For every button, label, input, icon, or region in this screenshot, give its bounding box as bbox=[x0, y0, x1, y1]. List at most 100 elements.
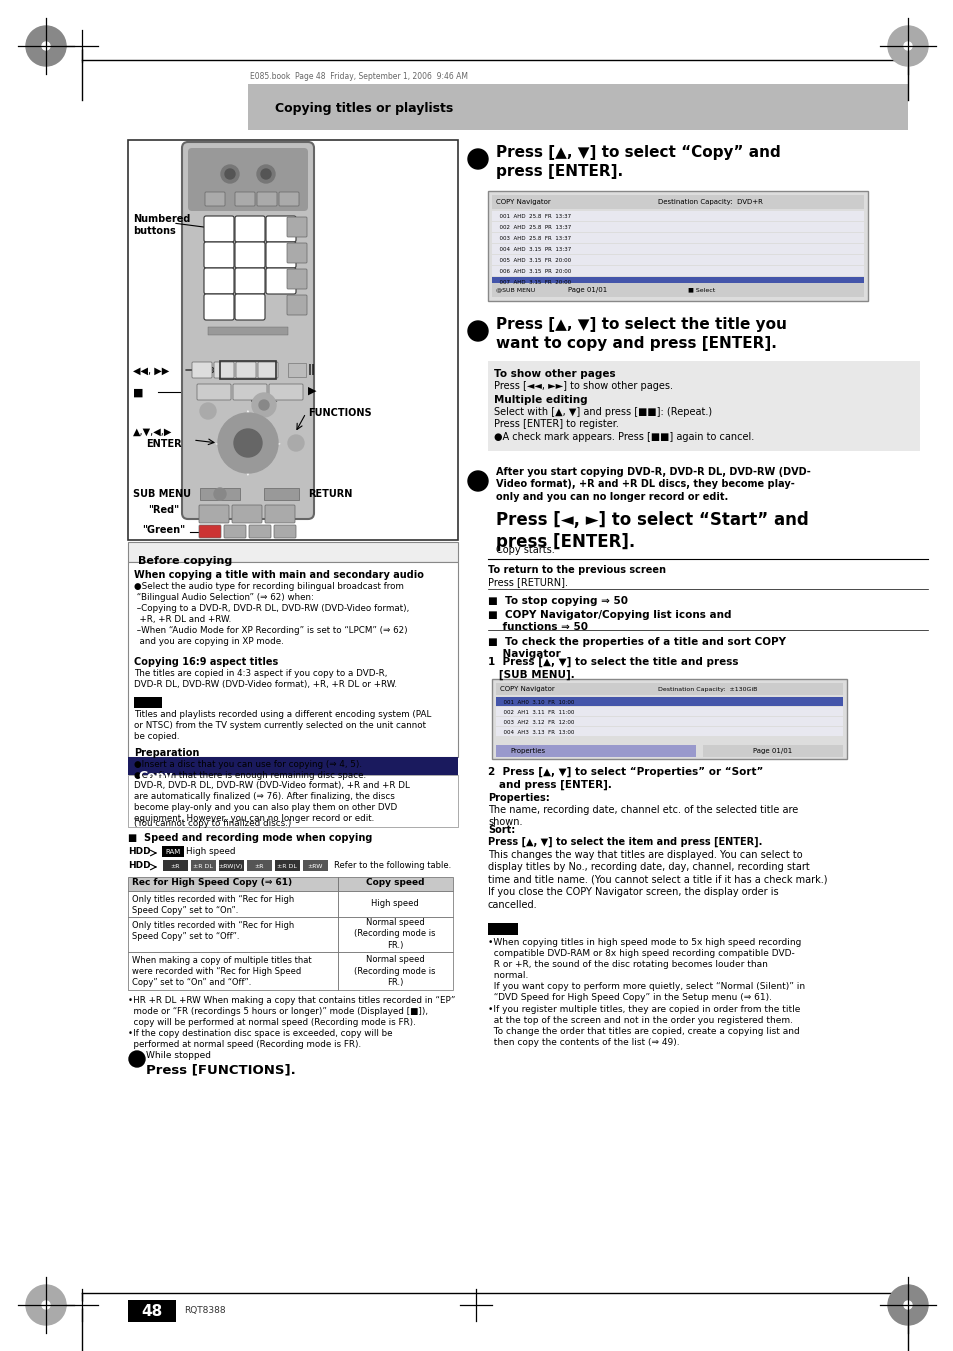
Text: Before copying: Before copying bbox=[138, 557, 232, 566]
Text: 7: 7 bbox=[214, 274, 223, 288]
Circle shape bbox=[213, 488, 226, 500]
Circle shape bbox=[903, 1301, 911, 1309]
Text: 48: 48 bbox=[141, 1304, 162, 1319]
FancyBboxPatch shape bbox=[233, 384, 267, 400]
Text: Rec for High Speed Copy (⇒ 61): Rec for High Speed Copy (⇒ 61) bbox=[132, 878, 292, 888]
Text: REC: REC bbox=[206, 530, 214, 534]
Text: 004  AH3  3.13  FR  13:00: 004 AH3 3.13 FR 13:00 bbox=[499, 730, 574, 735]
Text: ■: ■ bbox=[132, 388, 143, 399]
FancyBboxPatch shape bbox=[188, 149, 308, 211]
Text: 1: 1 bbox=[133, 1054, 140, 1065]
Circle shape bbox=[42, 42, 50, 50]
Text: 4: 4 bbox=[473, 474, 482, 488]
Text: ◀◀, ▶▶: ◀◀, ▶▶ bbox=[132, 366, 169, 376]
Text: Only titles recorded with “Rec for High
Speed Copy” set to “Off”.: Only titles recorded with “Rec for High … bbox=[132, 921, 294, 942]
Text: COPY Navigator: COPY Navigator bbox=[499, 686, 554, 692]
Text: •When copying titles in high speed mode to 5x high speed recording
  compatible : •When copying titles in high speed mode … bbox=[488, 938, 804, 1047]
Text: 001  AHD  25.8  FR  13:37: 001 AHD 25.8 FR 13:37 bbox=[496, 213, 571, 219]
Text: (You cannot copy to finalized discs.): (You cannot copy to finalized discs.) bbox=[133, 819, 291, 828]
Text: ±R: ±R bbox=[254, 865, 263, 869]
Text: 8: 8 bbox=[246, 274, 254, 288]
Text: Press [◄, ►] to select “Start” and
press [ENTER].: Press [◄, ►] to select “Start” and press… bbox=[496, 511, 808, 551]
FancyBboxPatch shape bbox=[204, 295, 233, 320]
Text: Copy: Copy bbox=[138, 770, 172, 784]
Bar bbox=[488, 190, 867, 301]
Text: ■  Speed and recording mode when copying: ■ Speed and recording mode when copying bbox=[128, 834, 372, 843]
Text: Properties: Properties bbox=[510, 748, 545, 754]
Text: 006  AHD  3.15  PR  20:00: 006 AHD 3.15 PR 20:00 bbox=[496, 269, 571, 274]
Text: AV: AV bbox=[242, 197, 248, 201]
Text: When making a copy of multiple titles that
were recorded with “Rec for High Spee: When making a copy of multiple titles th… bbox=[132, 957, 312, 988]
Text: 002  AHD  25.8  PR  13:37: 002 AHD 25.8 PR 13:37 bbox=[496, 226, 571, 230]
Text: 004  AHD  3.15  PR  13:37: 004 AHD 3.15 PR 13:37 bbox=[496, 247, 571, 253]
Text: DC MIX: DC MIX bbox=[228, 530, 242, 534]
Text: Normal speed
(Recording mode is
FR.): Normal speed (Recording mode is FR.) bbox=[354, 955, 436, 986]
Text: ▲,▼,◀,▶: ▲,▼,◀,▶ bbox=[132, 427, 172, 436]
Text: When copying a title with main and secondary audio: When copying a title with main and secon… bbox=[133, 570, 423, 580]
Bar bbox=[128, 892, 337, 917]
FancyBboxPatch shape bbox=[182, 142, 314, 519]
Text: "Green": "Green" bbox=[142, 526, 185, 535]
Text: SUB MENU: SUB MENU bbox=[132, 489, 191, 499]
Text: B.LONG/SEARCH: B.LONG/SEARCH bbox=[228, 328, 268, 334]
Text: DVD: DVD bbox=[220, 158, 236, 163]
Circle shape bbox=[258, 400, 269, 409]
Bar bbox=[337, 892, 453, 917]
Circle shape bbox=[42, 1301, 50, 1309]
Bar bbox=[128, 917, 337, 952]
Text: S: S bbox=[218, 492, 221, 497]
FancyBboxPatch shape bbox=[213, 362, 233, 378]
Text: 5: 5 bbox=[245, 249, 254, 262]
Bar bbox=[492, 266, 863, 276]
Bar bbox=[163, 861, 188, 871]
Bar bbox=[492, 211, 863, 222]
Text: Sort:: Sort: bbox=[488, 825, 515, 835]
Text: Note: Note bbox=[493, 924, 513, 934]
FancyBboxPatch shape bbox=[199, 526, 221, 538]
Text: i: i bbox=[207, 407, 209, 416]
Text: After you start copying DVD-R, DVD-R DL, DVD-RW (DVD-
Video format), +R and +R D: After you start copying DVD-R, DVD-R DL,… bbox=[496, 467, 810, 501]
Circle shape bbox=[468, 471, 488, 490]
Text: 2: 2 bbox=[473, 153, 482, 166]
FancyBboxPatch shape bbox=[234, 267, 265, 295]
Text: 2  Press [▲, ▼] to select “Properties” or “Sort”
   and press [ENTER].: 2 Press [▲, ▼] to select “Properties” or… bbox=[488, 767, 762, 790]
Bar bbox=[248, 84, 907, 130]
Text: ±R DL: ±R DL bbox=[193, 865, 213, 869]
Circle shape bbox=[233, 430, 262, 457]
Text: To return to the previous screen: To return to the previous screen bbox=[488, 565, 665, 576]
Text: Press [◄◄, ►►] to show other pages.: Press [◄◄, ►►] to show other pages. bbox=[494, 381, 672, 390]
Bar bbox=[337, 877, 453, 892]
FancyBboxPatch shape bbox=[287, 269, 307, 289]
Bar bbox=[492, 277, 863, 286]
Circle shape bbox=[218, 413, 277, 473]
Text: Copy speed: Copy speed bbox=[365, 878, 424, 888]
Bar bbox=[492, 245, 863, 254]
Text: RETURN: RETURN bbox=[271, 492, 291, 497]
Text: Press [FUNCTIONS].: Press [FUNCTIONS]. bbox=[146, 1063, 295, 1075]
Text: "Red": "Red" bbox=[148, 505, 179, 515]
Text: While stopped: While stopped bbox=[146, 1051, 211, 1061]
FancyBboxPatch shape bbox=[278, 192, 298, 205]
Bar bbox=[219, 861, 244, 871]
Bar bbox=[492, 195, 863, 209]
FancyBboxPatch shape bbox=[224, 526, 246, 538]
FancyBboxPatch shape bbox=[205, 192, 225, 205]
Text: TIME
SLP: TIME SLP bbox=[292, 366, 301, 374]
Text: |◀◀: |◀◀ bbox=[196, 367, 207, 373]
FancyBboxPatch shape bbox=[196, 384, 231, 400]
FancyBboxPatch shape bbox=[192, 362, 212, 378]
Circle shape bbox=[26, 1285, 66, 1325]
Text: ►: ► bbox=[274, 439, 280, 447]
Bar bbox=[488, 361, 919, 451]
Text: ▲: ▲ bbox=[245, 408, 251, 417]
FancyBboxPatch shape bbox=[235, 362, 255, 378]
Bar bbox=[492, 255, 863, 265]
Bar bbox=[247, 861, 272, 871]
Circle shape bbox=[221, 165, 239, 182]
Text: ±RW: ±RW bbox=[307, 865, 322, 869]
Text: 003  AHD  25.8  FR  13:37: 003 AHD 25.8 FR 13:37 bbox=[496, 236, 571, 240]
Text: Refer to the following table.: Refer to the following table. bbox=[334, 861, 451, 870]
Text: Numbered
buttons: Numbered buttons bbox=[132, 213, 191, 236]
FancyBboxPatch shape bbox=[266, 267, 295, 295]
Bar bbox=[303, 861, 328, 871]
